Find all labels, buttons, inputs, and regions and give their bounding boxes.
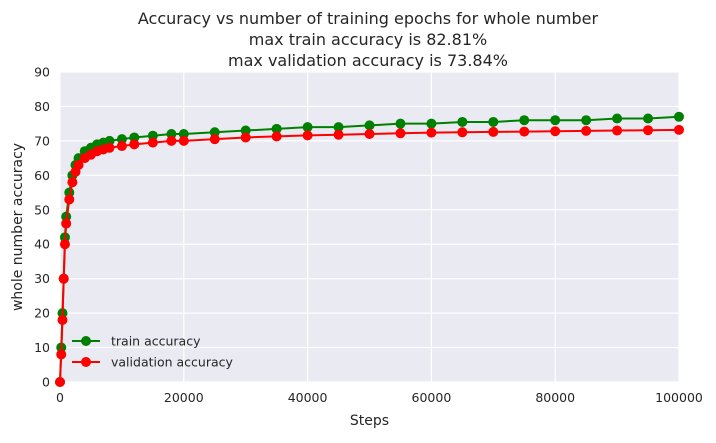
series-validation — [55, 124, 684, 387]
legend-marker — [81, 336, 91, 346]
data-point — [178, 135, 189, 146]
x-tick-labels: 0 20000 40000 60000 80000 100000 — [56, 390, 703, 405]
y-tick-label: 50 — [34, 202, 50, 217]
legend: train accuracy validation accuracy — [72, 334, 234, 370]
data-point — [333, 129, 344, 140]
data-point — [488, 126, 499, 137]
y-tick-label: 0 — [42, 375, 50, 390]
data-point — [178, 129, 189, 139]
data-point — [57, 315, 68, 325]
data-point — [643, 113, 654, 124]
data-point — [209, 134, 220, 145]
data-point — [364, 129, 375, 139]
y-axis-label: whole number accuracy — [10, 143, 26, 311]
series-train — [55, 111, 684, 387]
y-tick-label: 20 — [34, 306, 50, 321]
data-point — [166, 135, 177, 146]
data-point — [55, 377, 65, 387]
data-point — [56, 349, 67, 360]
data-point — [104, 135, 115, 146]
data-point — [166, 129, 177, 139]
data-point — [457, 116, 468, 127]
data-point — [147, 130, 158, 141]
data-point — [302, 130, 313, 141]
y-tick-label: 40 — [34, 237, 50, 252]
data-point — [147, 137, 158, 148]
data-point — [116, 141, 127, 152]
data-point — [73, 160, 84, 170]
data-point — [550, 115, 561, 126]
x-tick-label: 20000 — [164, 390, 204, 405]
data-point — [519, 115, 530, 126]
data-point — [612, 125, 623, 136]
legend-label: train accuracy — [111, 334, 201, 349]
data-point — [209, 127, 220, 138]
x-axis-label: Steps — [350, 413, 389, 429]
x-tick-label: 60000 — [412, 390, 452, 405]
series-layer — [55, 111, 684, 387]
y-tick-label: 70 — [34, 133, 50, 148]
data-point — [58, 273, 69, 284]
x-tick-label: 0 — [56, 390, 64, 405]
legend-marker — [81, 357, 91, 367]
data-point — [581, 115, 592, 126]
data-point — [643, 125, 654, 136]
data-point — [457, 127, 468, 138]
y-tick-labels: 0 10 20 30 40 50 60 70 80 90 — [34, 65, 50, 390]
chart-title-line-3: max validation accuracy is 73.84% — [228, 51, 508, 70]
chart-title-line-2: max train accuracy is 82.81% — [249, 30, 487, 49]
data-point — [61, 218, 72, 229]
data-point — [426, 118, 437, 129]
y-tick-label: 30 — [34, 271, 50, 286]
chart-title: Accuracy vs number of training epochs fo… — [138, 9, 599, 70]
data-point — [395, 128, 406, 139]
y-tick-label: 90 — [34, 65, 50, 80]
data-point — [271, 131, 282, 142]
data-point — [59, 239, 70, 250]
data-point — [240, 132, 251, 143]
data-point — [333, 122, 344, 133]
data-point — [674, 111, 684, 122]
data-point — [302, 122, 313, 133]
x-tick-label: 40000 — [288, 390, 328, 405]
x-tick-label: 100000 — [655, 390, 703, 405]
data-point — [488, 116, 499, 127]
data-point — [581, 125, 592, 136]
data-point — [104, 142, 115, 153]
data-point — [612, 113, 623, 124]
data-point — [67, 177, 78, 188]
data-point — [395, 118, 406, 129]
y-tick-label: 80 — [34, 99, 50, 114]
data-point — [116, 134, 127, 145]
y-tick-label: 10 — [34, 340, 50, 355]
data-point — [64, 194, 75, 205]
data-point — [271, 123, 282, 134]
data-point — [364, 120, 375, 131]
data-point — [240, 125, 251, 136]
y-tick-label: 60 — [34, 168, 50, 183]
data-point — [129, 139, 140, 150]
data-point — [519, 126, 530, 137]
data-point — [674, 124, 684, 135]
legend-label: validation accuracy — [111, 355, 234, 370]
chart-title-line-1: Accuracy vs number of training epochs fo… — [138, 9, 599, 28]
data-point — [426, 127, 437, 138]
data-point — [550, 126, 561, 137]
data-point — [129, 132, 140, 143]
x-tick-label: 80000 — [535, 390, 575, 405]
